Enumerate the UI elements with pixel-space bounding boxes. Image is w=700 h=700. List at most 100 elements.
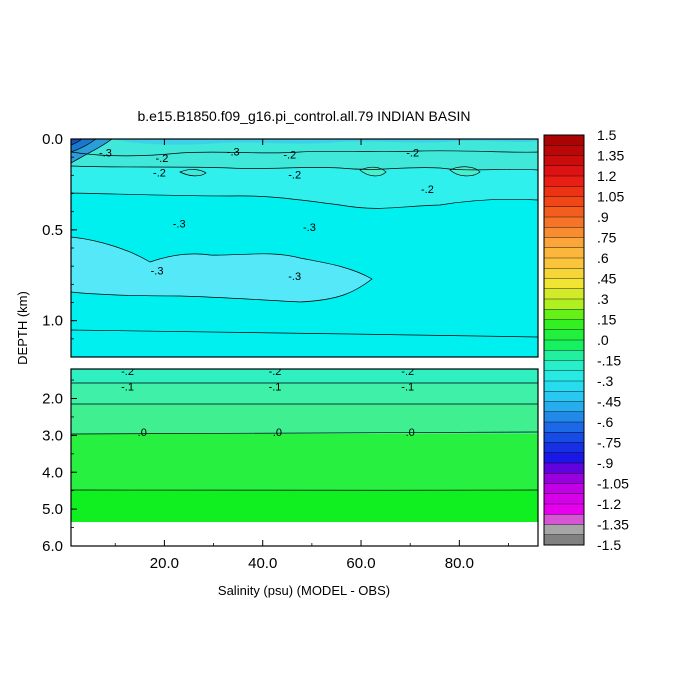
colorbar-label: .9 [597, 209, 609, 225]
y-tick-label: 4.0 [42, 464, 63, 481]
lower-field: -.2 -.2 -.2 -.1 -.1 -.1 .0 .0 .0 [71, 366, 538, 546]
colorbar-swatch [543, 257, 585, 269]
upper-y-ticks: 0.0 0.5 1.0 [42, 131, 77, 340]
colorbar: 1.5 1.35 1.2 1.05 .9 .75 .6 .45 .3 .15 .0 -.15 -.3 -.… [543, 127, 629, 553]
colorbar-label: 1.35 [597, 148, 624, 164]
x-ticks: 20.0 40.0 60.0 80.0 [114, 139, 509, 572]
colorbar-label: .45 [597, 271, 617, 287]
colorbar-swatch [543, 288, 585, 300]
contour-label: .0 [406, 427, 415, 439]
lower-y-ticks: 2.0 3.0 4.0 5.0 6.0 [42, 379, 77, 555]
contour-label: -.2 [156, 153, 169, 165]
lower-band-positive [71, 490, 538, 523]
colorbar-swatch [543, 534, 585, 546]
colorbar-swatch [543, 483, 585, 495]
x-axis-label: Salinity (psu) (MODEL - OBS) [218, 583, 390, 598]
colorbar-swatch [543, 370, 585, 382]
colorbar-swatch [543, 401, 585, 413]
colorbar-swatch [543, 165, 585, 177]
lower-band-minus-02 [71, 369, 538, 383]
y-tick-label: 2.0 [42, 391, 63, 408]
contour-label: -.3 [227, 147, 240, 159]
colorbar-swatch [543, 175, 585, 187]
x-tick-label: 20.0 [150, 555, 179, 572]
contour-label: -.2 [121, 366, 134, 378]
colorbar-frame [543, 134, 585, 546]
colorbar-swatch [543, 309, 585, 321]
colorbar-swatch [543, 391, 585, 403]
colorbar-swatch [543, 360, 585, 372]
contour-label: -.1 [401, 381, 414, 393]
upper-contour-labels: -.3 -.3 -.2 -.2 -.2 -.2 -.2 -.2 -.3 -.3 -.3 -.3 [99, 147, 434, 283]
contour-label: -.3 [173, 218, 186, 230]
contour-label: -.2 [406, 148, 419, 160]
contour-label: -.2 [288, 169, 301, 181]
colorbar-swatch [543, 227, 585, 239]
colorbar-swatch [543, 237, 585, 249]
lower-plot-frame [70, 368, 539, 547]
colorbar-swatch [543, 380, 585, 392]
upper-band-minus-03 [71, 237, 372, 302]
colorbar-label: 1.05 [597, 189, 624, 205]
y-axis-label: DEPTH (km) [15, 291, 30, 365]
y-tick-label: 0.5 [42, 222, 63, 239]
colorbar-swatch [543, 421, 585, 433]
colorbar-swatch [543, 473, 585, 485]
lower-band-minus-01 [71, 404, 538, 434]
colorbar-swatch [543, 206, 585, 218]
contour-label: -.2 [153, 168, 166, 180]
colorbar-swatch [543, 432, 585, 444]
surface-minimum-c [71, 139, 82, 145]
upper-field: -.3 -.3 -.2 -.2 -.2 -.2 -.2 -.2 -.3 -.3 -.3 -.3 [71, 139, 538, 357]
colorbar-swatch [543, 462, 585, 474]
colorbar-swatch [543, 503, 585, 515]
colorbar-swatch [543, 524, 585, 536]
contour-label: -.2 [269, 366, 282, 378]
colorbar-swatch [543, 196, 585, 208]
contour-label: -.1 [121, 381, 134, 393]
y-tick-label: 5.0 [42, 501, 63, 518]
colorbar-swatch [543, 339, 585, 351]
y-tick-label: 1.0 [42, 313, 63, 330]
contour-label: -.3 [151, 266, 164, 278]
colorbar-label: -.6 [597, 414, 614, 430]
surface-strip [112, 139, 538, 145]
lower-contour-labels: -.2 -.2 -.2 -.1 -.1 -.1 .0 .0 .0 [121, 366, 415, 439]
colorbar-label: .3 [597, 291, 609, 307]
contour-label: -.3 [288, 271, 301, 283]
contour-label: -.2 [401, 366, 414, 378]
colorbar-swatch [543, 268, 585, 280]
lower-band-minus-015 [71, 383, 538, 404]
colorbar-label: -1.2 [597, 496, 621, 512]
colorbar-swatch [543, 442, 585, 454]
colorbar-swatch [543, 155, 585, 167]
colorbar-label: .15 [597, 312, 617, 328]
lower-panel: -.2 -.2 -.2 -.1 -.1 -.1 .0 .0 .0 2.0 3.0 4.0 5.0 6.0… [42, 139, 539, 572]
contour-label: -.3 [303, 222, 316, 234]
contour-label: -.2 [283, 149, 296, 161]
y-tick-label: 3.0 [42, 427, 63, 444]
colorbar-swatch [543, 216, 585, 228]
colorbar-swatch [543, 514, 585, 526]
colorbar-swatch [543, 319, 585, 331]
contour-label: -.1 [269, 381, 282, 393]
y-tick-label: 6.0 [42, 538, 63, 555]
upper-panel: -.3 -.3 -.2 -.2 -.2 -.2 -.2 -.2 -.3 -.3 -.3 -.3 0.0… [42, 131, 539, 358]
contour-label: .0 [138, 427, 147, 439]
colorbar-swatch [543, 145, 585, 157]
colorbar-swatch [543, 278, 585, 290]
upper-contour-lines [71, 139, 538, 338]
x-tick-label: 80.0 [445, 555, 474, 572]
chart-title: b.e15.B1850.f09_g16.pi_control.all.79 IN… [137, 108, 470, 124]
colorbar-swatch [543, 493, 585, 505]
x-tick-label: 60.0 [346, 555, 375, 572]
x-tick-label: 40.0 [248, 555, 277, 572]
contour-label: .0 [273, 427, 282, 439]
colorbar-label: -1.5 [597, 537, 621, 553]
colorbar-label: .6 [597, 250, 609, 266]
colorbar-label: -.75 [597, 435, 621, 451]
contour-label: -.2 [421, 184, 434, 196]
colorbar-label: .75 [597, 230, 617, 246]
colorbar-swatch [543, 329, 585, 341]
